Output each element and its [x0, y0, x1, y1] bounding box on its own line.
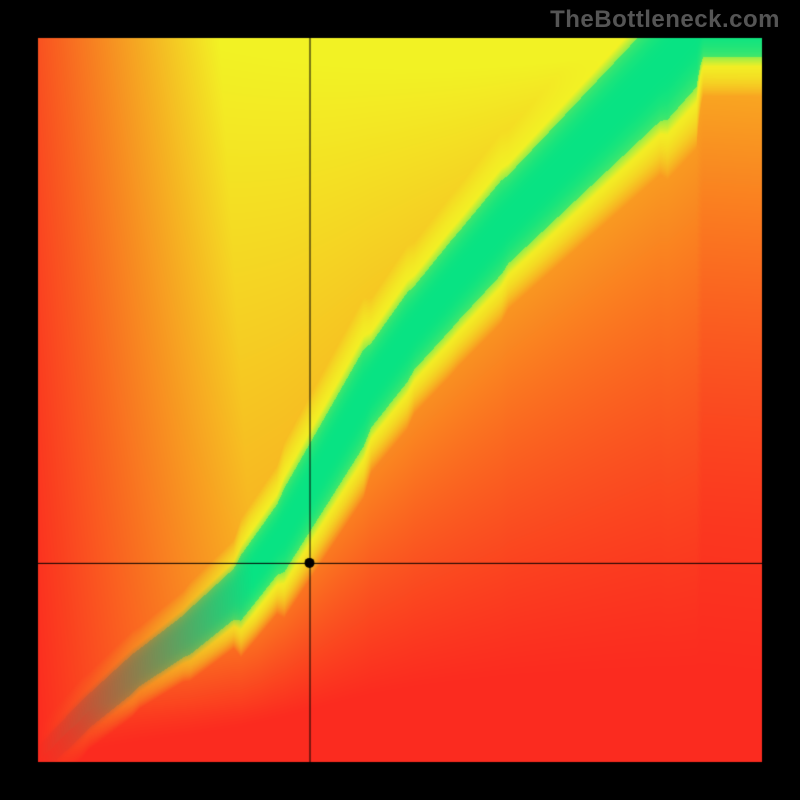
watermark-text: TheBottleneck.com — [550, 6, 780, 34]
bottleneck-heatmap — [0, 0, 800, 800]
chart-container: TheBottleneck.com — [0, 0, 800, 800]
